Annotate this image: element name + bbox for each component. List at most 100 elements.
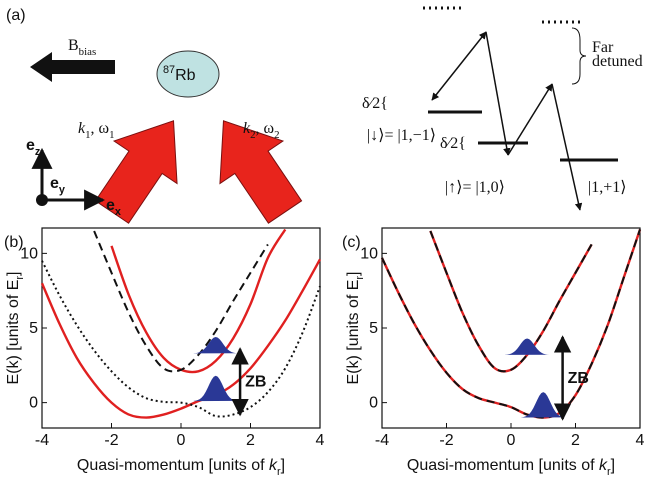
- band-curve: [429, 230, 593, 373]
- plot-frame: [41, 227, 321, 429]
- beam-label: k2, ω2: [243, 120, 280, 141]
- y-axis-label: E(k) [units of Er]: [345, 272, 366, 385]
- panel-label-part: (c): [342, 234, 361, 251]
- x-tick-label: 2: [246, 432, 255, 449]
- y-tick-label: 5: [29, 320, 38, 337]
- bias-label-part: bias: [79, 46, 97, 58]
- y-axis-label-part: r: [354, 276, 366, 280]
- x-axis-label-part: r: [607, 466, 611, 478]
- y-axis-label: E(k) [units of Er]: [5, 272, 26, 385]
- band-curve: [429, 230, 593, 373]
- delta-label-part: δ⁄2{: [440, 135, 466, 152]
- panel-label-part: (a): [6, 7, 26, 24]
- annotation-part: Far: [592, 39, 614, 56]
- atom-label-part: 87: [163, 64, 175, 76]
- bias-arrow: [30, 52, 115, 82]
- axis-label-part: z: [35, 146, 41, 158]
- state-label-part: |1,+1⟩: [588, 179, 626, 196]
- beam-label-part: k: [243, 120, 251, 137]
- x-tick-label: 4: [636, 432, 645, 449]
- atom: [156, 50, 220, 98]
- transition: [485, 31, 511, 156]
- band-curve: [40, 258, 322, 419]
- axis-label: ey: [50, 175, 65, 196]
- panel-label: (c): [342, 234, 361, 251]
- y-tick-label: 0: [369, 395, 378, 412]
- transition: [507, 83, 553, 156]
- wave-packet: [193, 336, 238, 354]
- x-axis-label: Quasi-momentum [units of kr]: [407, 457, 615, 478]
- axis-label-part: e: [106, 197, 115, 214]
- x-axis-label-part: k: [599, 457, 608, 474]
- band-curve: [380, 229, 642, 419]
- beam-label-part: 1: [109, 129, 114, 141]
- y-tick-label: 10: [360, 245, 378, 262]
- y-axis-label-part: ]: [5, 272, 22, 276]
- y-axis-label-part: r: [14, 276, 26, 280]
- x-tick-label: 0: [177, 432, 186, 449]
- delta-label-part: δ⁄2{: [362, 95, 388, 112]
- y-tick-label: 0: [29, 395, 38, 412]
- x-axis-label: Quasi-momentum [units of kr]: [77, 457, 285, 478]
- x-tick-label: -4: [35, 432, 49, 449]
- y-tick-label: 10: [20, 245, 38, 262]
- beam-label-part: 2: [250, 129, 255, 141]
- beam-label-part: k: [78, 120, 86, 137]
- beam-label-part: 2: [274, 129, 279, 141]
- state-label-part: = |1,−1⟩: [384, 127, 436, 144]
- x-axis-label-part: r: [277, 466, 281, 478]
- brace: [571, 27, 587, 85]
- state-label: |↓⟩= |1,−1⟩: [367, 127, 436, 144]
- x-tick-label: -2: [439, 432, 453, 449]
- plot-frame: [381, 227, 641, 429]
- band-curve: [41, 260, 321, 418]
- y-axis-label-part: E(k) [units of E: [5, 280, 22, 385]
- bias-label: Bbias: [68, 37, 96, 58]
- x-tick-label: -4: [375, 432, 389, 449]
- axis-label-part: y: [59, 184, 65, 196]
- state-label-part: |↑⟩: [445, 179, 462, 196]
- zb-label: ZB: [568, 370, 589, 387]
- axis-label-part: x: [115, 206, 121, 218]
- transition: [431, 31, 487, 101]
- beam-arrow: [94, 120, 178, 224]
- x-tick-label: -2: [104, 432, 118, 449]
- annotation-part: detuned: [592, 53, 643, 70]
- x-axis-label-part: Quasi-momentum [units of: [77, 457, 269, 474]
- annotation: Far: [592, 39, 614, 56]
- x-tick-label: 2: [571, 432, 580, 449]
- beam-arrow: [219, 120, 303, 224]
- state-label-part: = |1,0⟩: [462, 179, 504, 196]
- state-label: |↑⟩= |1,0⟩: [445, 179, 505, 196]
- panel-label: (b): [4, 234, 24, 251]
- bias-label-part: B: [68, 37, 79, 54]
- band-curve: [110, 228, 287, 374]
- beam-label: k1, ω1: [78, 120, 115, 141]
- state-label-part: |↓⟩: [367, 127, 384, 144]
- y-tick-label: 5: [369, 320, 378, 337]
- delta-label: δ⁄2{: [362, 95, 388, 112]
- wave-packet: [193, 375, 238, 402]
- x-axis-label-part: ]: [281, 457, 285, 474]
- band-curve: [381, 229, 641, 419]
- panel-label: (a): [6, 7, 26, 24]
- atom-label: 87Rb: [163, 64, 196, 84]
- state-label: |1,+1⟩: [588, 179, 626, 196]
- band-curve: [93, 230, 269, 373]
- x-tick-label: 4: [316, 432, 325, 449]
- delta-label: δ⁄2{: [440, 135, 466, 152]
- zb-label: ZB: [245, 374, 266, 391]
- axis-label: ez: [26, 137, 41, 158]
- axis-dot: [36, 194, 48, 206]
- wave-packet: [505, 338, 550, 355]
- x-tick-label: 0: [507, 432, 516, 449]
- axis-label-part: e: [50, 175, 59, 192]
- panel-label-part: (b): [4, 234, 24, 251]
- axis-label-part: e: [26, 137, 35, 154]
- axis-label: ex: [106, 197, 121, 218]
- x-axis-label-part: Quasi-momentum [units of: [407, 457, 599, 474]
- annotation: detuned: [592, 53, 643, 70]
- beam-label-part: , ω: [256, 120, 275, 137]
- y-axis-label-part: ]: [345, 272, 362, 276]
